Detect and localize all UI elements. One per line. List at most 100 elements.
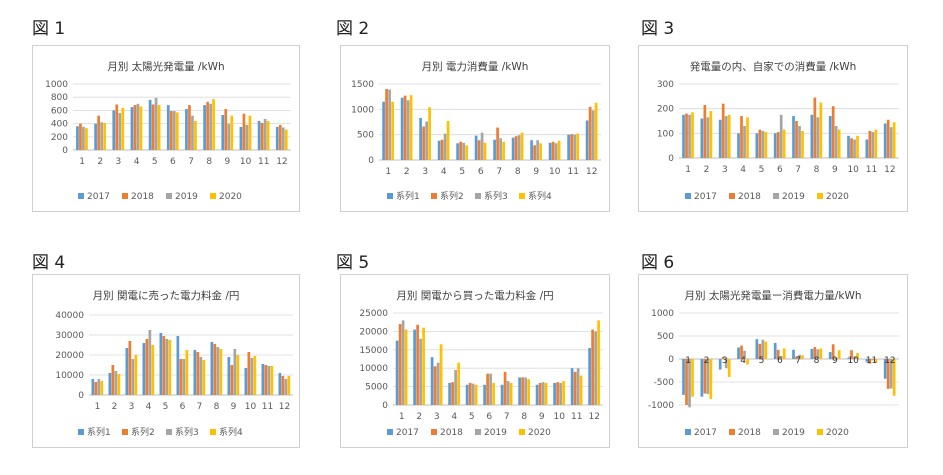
bar xyxy=(795,356,798,359)
bar xyxy=(436,362,440,405)
bar xyxy=(169,111,173,150)
bar xyxy=(709,111,713,158)
bar xyxy=(709,359,713,400)
bar xyxy=(437,140,441,160)
bar xyxy=(203,105,206,150)
legend-swatch xyxy=(817,193,823,199)
chart-panel: 月別 関電に売った電力料金 /円 0 10000 20000 30000 40000 1 2 3… xyxy=(32,274,300,448)
y-tick-label: 1000 xyxy=(351,105,374,115)
bar xyxy=(244,368,248,395)
legend-label: 2018 xyxy=(131,192,154,202)
bar xyxy=(853,356,856,359)
x-tick-label: 7 xyxy=(188,157,194,167)
x-tick-label: 4 xyxy=(146,402,152,412)
y-tick-label: 500 xyxy=(657,332,674,342)
bar xyxy=(585,120,589,160)
bar xyxy=(865,139,869,158)
x-tick-label: 3 xyxy=(116,157,122,167)
bar xyxy=(385,89,388,160)
x-tick-label: 4 xyxy=(740,356,746,366)
bar xyxy=(554,143,558,160)
bar xyxy=(521,377,524,405)
bar xyxy=(539,143,542,160)
bar xyxy=(801,130,804,158)
x-tick-label: 1 xyxy=(685,165,691,175)
bar xyxy=(433,366,437,405)
x-tick-label: 9 xyxy=(231,402,237,412)
legend-label: 2018 xyxy=(738,428,761,438)
x-tick-label: 10 xyxy=(240,157,252,167)
bar xyxy=(591,329,594,405)
bar xyxy=(847,358,850,359)
x-tick-label: 10 xyxy=(245,402,257,412)
figure-label: 図 1 xyxy=(32,19,66,39)
y-tick-label: 15000 xyxy=(359,346,388,356)
x-tick-label: 2 xyxy=(112,402,118,412)
x-tick-label: 8 xyxy=(214,402,220,412)
bar xyxy=(459,141,462,160)
bar xyxy=(263,118,267,150)
x-tick-label: 2 xyxy=(416,412,422,422)
x-tick-label: 6 xyxy=(478,167,484,177)
bar xyxy=(483,384,486,405)
chart-panel: 発電量の内、自家での消費量 /kWh 0 100 200 300 1 2 3 4 5 6 7 8 9 10 1… xyxy=(638,45,908,212)
x-tick-label: 12 xyxy=(279,402,290,412)
bar xyxy=(401,320,405,405)
bar xyxy=(816,117,820,158)
chart-panel: 月別 関電から買った電力料金 /円 0 5000 10000 15000 20000 250… xyxy=(340,274,610,448)
legend-swatch xyxy=(685,429,691,435)
y-tick-label: -1000 xyxy=(648,401,674,411)
bar xyxy=(691,112,694,158)
bar xyxy=(182,359,186,395)
bar xyxy=(511,137,515,160)
bar xyxy=(281,376,285,395)
bar xyxy=(706,117,710,158)
bar xyxy=(233,349,237,395)
bar xyxy=(828,352,832,359)
bar xyxy=(553,382,556,405)
bar xyxy=(761,130,765,158)
bar xyxy=(682,359,685,395)
chart-title: 月別 太陽光発電量ー消費電力量/kWh xyxy=(685,289,862,302)
bar xyxy=(514,136,518,160)
x-tick-label: 3 xyxy=(422,167,428,177)
x-tick-label: 8 xyxy=(206,157,212,167)
bar xyxy=(691,359,694,397)
chart-panel: 月別 太陽光発電量ー消費電力量/kWh -1000 -500 0 500 1000 1 2 3 4… xyxy=(638,274,908,448)
x-tick-label: 8 xyxy=(515,167,521,177)
x-tick-label: 4 xyxy=(740,165,746,175)
bar xyxy=(264,365,268,395)
bar xyxy=(185,350,189,395)
bar xyxy=(97,115,100,150)
x-tick-label: 4 xyxy=(441,167,447,177)
bar xyxy=(465,145,468,160)
bar xyxy=(145,339,149,395)
bar xyxy=(544,382,548,405)
x-tick-label: 11 xyxy=(262,402,273,412)
bar xyxy=(567,134,570,160)
bar xyxy=(594,331,597,405)
bar xyxy=(737,133,740,158)
bar xyxy=(166,105,170,150)
bar xyxy=(267,366,271,395)
bar xyxy=(816,349,820,359)
bar xyxy=(227,357,231,395)
bar xyxy=(740,345,743,359)
bar xyxy=(551,141,555,160)
bar xyxy=(245,124,249,150)
legend-swatch xyxy=(773,429,779,435)
legend-swatch xyxy=(475,193,481,199)
bar xyxy=(216,347,220,395)
bar xyxy=(175,112,179,150)
bar xyxy=(111,365,115,395)
y-tick-label: 0 xyxy=(668,355,674,365)
bar xyxy=(779,114,783,158)
bar xyxy=(556,382,559,405)
bar xyxy=(502,141,505,160)
legend-swatch xyxy=(122,429,128,435)
bar xyxy=(819,348,823,359)
bar xyxy=(474,384,478,405)
bar xyxy=(743,125,746,158)
